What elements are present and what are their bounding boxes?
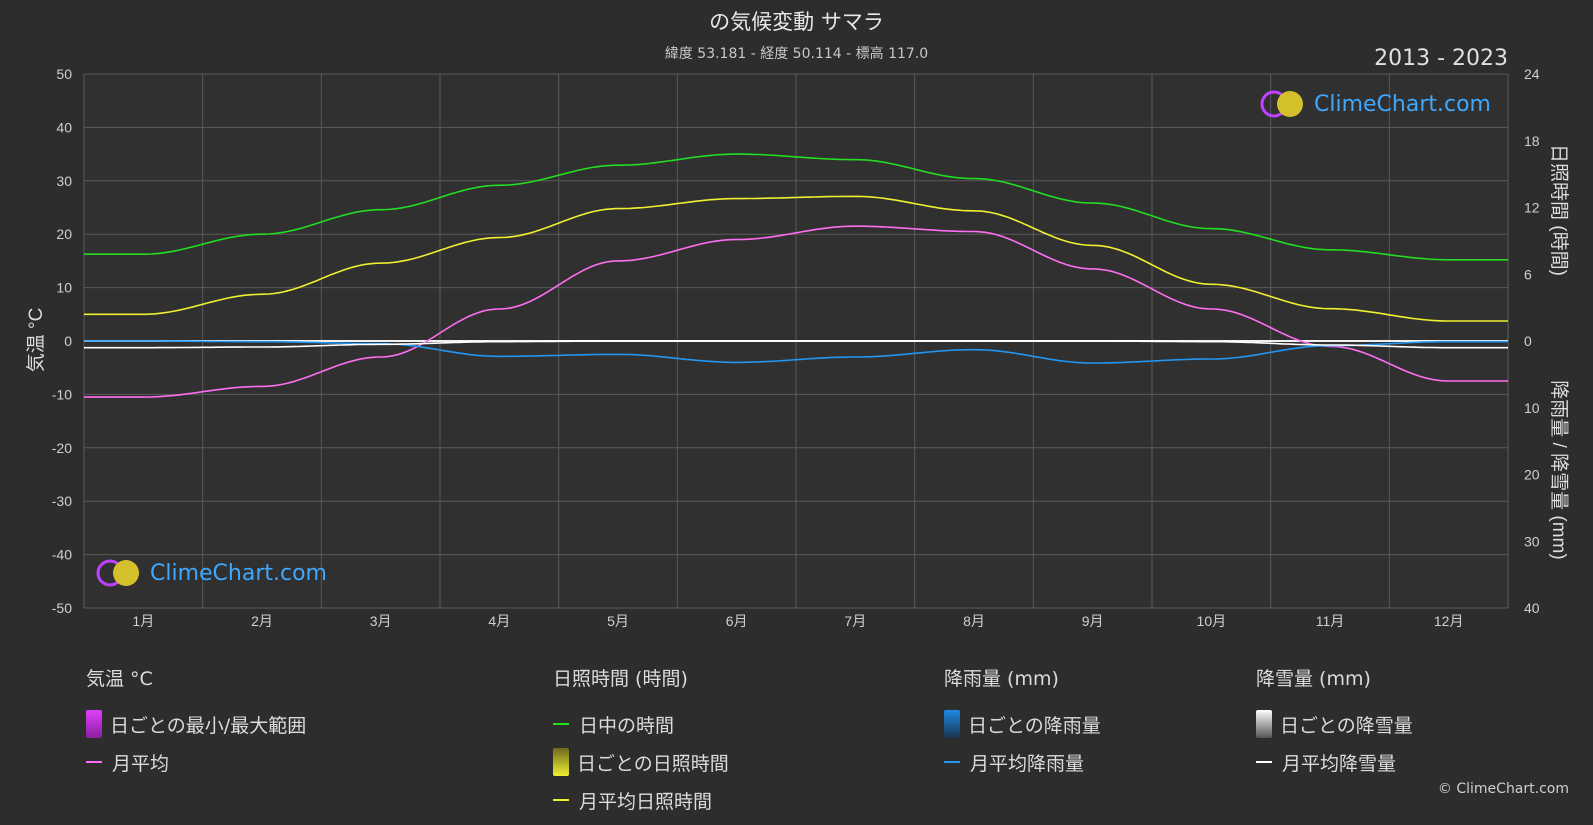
- legend-temperature-title: 気温 °C: [86, 668, 153, 690]
- legend-item-label: 日中の時間: [579, 714, 675, 737]
- legend-item-label: 日ごとの降雨量: [968, 714, 1101, 737]
- legend-item: 日ごとの日照時間: [553, 743, 729, 781]
- chart-title: の気候変動 サマラ: [709, 10, 884, 34]
- daylight-line: [84, 153, 1508, 261]
- legend-item: 日ごとの最小/最大範囲: [86, 705, 306, 743]
- legend-temperature: 気温 °C 日ごとの最小/最大範囲 月平均: [86, 664, 306, 781]
- bar-swatch: [1256, 710, 1272, 738]
- climechart-logo-icon: [96, 559, 139, 587]
- month-tick-label: 12月: [1434, 613, 1464, 629]
- temp-tick-label: 50: [56, 66, 72, 82]
- month-tick-label: 2月: [251, 613, 273, 629]
- temp-tick-label: -30: [52, 493, 72, 509]
- legend-item: 月平均降雨量: [944, 743, 1101, 781]
- legend-sunshine: 日照時間 (時間) 日中の時間 日ごとの日照時間 月平均日照時間: [553, 664, 729, 819]
- legend-item-label: 日ごとの最小/最大範囲: [110, 714, 307, 737]
- legend-snow-title: 降雪量 (mm): [1256, 668, 1371, 690]
- month-tick-label: 9月: [1082, 613, 1104, 629]
- temp-tick-label: -10: [52, 386, 72, 402]
- brand-name: ClimeChart.com: [1314, 91, 1491, 117]
- line-swatch: [86, 761, 102, 763]
- legend-rain-title: 降雨量 (mm): [944, 668, 1059, 690]
- month-tick-label: 4月: [488, 613, 510, 629]
- year-range: 2013 - 2023: [1374, 46, 1508, 71]
- legend-sunshine-title: 日照時間 (時間): [553, 668, 688, 690]
- legend-item: 月平均降雪量: [1256, 743, 1413, 781]
- series-lines: [84, 153, 1508, 398]
- chart-subtitle: 緯度 53.181 - 経度 50.114 - 標高 117.0: [664, 46, 929, 62]
- temp-avg-line: [84, 225, 1508, 398]
- month-tick-label: 3月: [370, 613, 392, 629]
- month-tick-label: 5月: [607, 613, 629, 629]
- legend-item-label: 日ごとの日照時間: [577, 752, 729, 775]
- legend-item-label: 日ごとの降雪量: [1280, 714, 1413, 737]
- temp-tick-label: -50: [52, 600, 72, 616]
- temp-tick-label: 40: [56, 119, 72, 135]
- brand-logo-top[interactable]: ClimeChart.com: [1260, 88, 1491, 120]
- temp-tick-label: 10: [56, 280, 72, 296]
- rain-avg-line: [84, 340, 1508, 364]
- temp-tick-label: 0: [64, 333, 72, 349]
- sun-tick-label: 18: [1524, 133, 1540, 149]
- precip-tick-label: 20: [1524, 467, 1540, 483]
- legend-item-label: 月平均: [112, 752, 170, 775]
- month-tick-label: 8月: [963, 613, 985, 629]
- legend-item: 日中の時間: [553, 705, 729, 743]
- month-tick-label: 10月: [1197, 613, 1227, 629]
- temp-tick-label: 30: [56, 173, 72, 189]
- temp-tick-label: 20: [56, 226, 72, 242]
- bar-swatch: [553, 748, 569, 776]
- month-tick-label: 11月: [1316, 613, 1345, 629]
- legend-item: 日ごとの降雨量: [944, 705, 1101, 743]
- temp-tick-label: -20: [52, 440, 72, 456]
- sun-tick-label: 0: [1524, 333, 1532, 349]
- climechart-logo-icon: [1260, 90, 1303, 118]
- bar-swatch: [944, 710, 960, 738]
- sun-tick-label: 12: [1524, 200, 1540, 216]
- precip-tick-label: 40: [1524, 600, 1540, 616]
- legend-item: 月平均日照時間: [553, 781, 729, 819]
- copyright: © ClimeChart.com: [1437, 781, 1569, 797]
- right-axis-label-sun: 日照時間 (時間): [1548, 144, 1570, 276]
- line-swatch: [1256, 761, 1272, 763]
- legend-item: 日ごとの降雪量: [1256, 705, 1413, 743]
- brand-name: ClimeChart.com: [150, 560, 327, 586]
- climate-chart: 50 40 30 20 10 0 -10 -20 -30 -40 -50 1月 2月 3月 4月 5月 6月 7月…: [25, 66, 1570, 629]
- precip-tick-label: 10: [1524, 400, 1540, 416]
- month-tick-label: 6月: [726, 613, 748, 629]
- month-tick-label: 7月: [844, 613, 866, 629]
- range-swatch: [86, 710, 102, 738]
- legend-item: 月平均: [86, 743, 306, 781]
- right-axis-label-precip: 降雨量 / 降雪量 (mm): [1548, 380, 1570, 559]
- sun-tick-label: 6: [1524, 266, 1532, 282]
- legend-item-label: 月平均降雨量: [970, 752, 1085, 775]
- legend-item-label: 月平均降雪量: [1282, 752, 1397, 775]
- snow-avg-line: [84, 340, 1508, 349]
- line-swatch: [944, 761, 960, 763]
- sun-tick-label: 24: [1524, 66, 1540, 82]
- line-swatch: [553, 799, 569, 801]
- month-tick-label: 1月: [132, 613, 154, 629]
- precip-tick-label: 30: [1524, 533, 1540, 549]
- temp-tick-label: -40: [52, 547, 72, 563]
- legend-rain: 降雨量 (mm) 日ごとの降雨量 月平均降雨量: [944, 664, 1101, 781]
- legend-snow: 降雪量 (mm) 日ごとの降雪量 月平均降雪量: [1256, 664, 1413, 781]
- legend-item-label: 月平均日照時間: [579, 790, 713, 813]
- brand-logo-bottom[interactable]: ClimeChart.com: [96, 557, 327, 589]
- sunshine-avg-line: [84, 195, 1508, 322]
- axis-labels: 50 40 30 20 10 0 -10 -20 -30 -40 -50 1月 2月 3月 4月 5月 6月 7月…: [52, 66, 1540, 629]
- left-axis-label: 気温 °C: [25, 308, 47, 373]
- line-swatch: [553, 723, 569, 725]
